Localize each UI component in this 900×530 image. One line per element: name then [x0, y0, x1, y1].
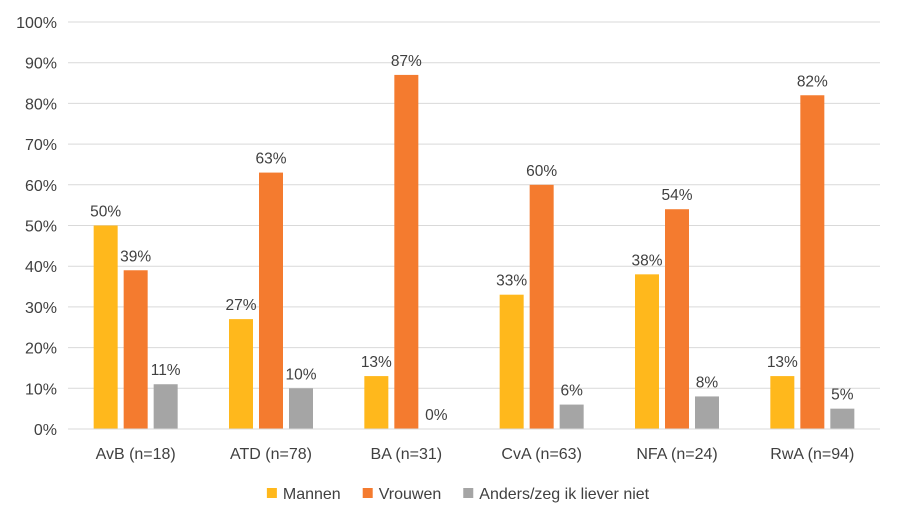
data-label: 0%	[425, 407, 448, 424]
legend-label: Vrouwen	[379, 486, 442, 503]
data-label: 54%	[661, 187, 692, 204]
legend-label: Mannen	[283, 486, 341, 503]
x-tick-label: ATD (n=78)	[230, 446, 312, 463]
bars	[93, 74, 855, 429]
y-tick-label: 10%	[25, 381, 57, 398]
x-tick-label: AvB (n=18)	[96, 446, 176, 463]
data-label: 13%	[767, 354, 798, 371]
legend-item-anders-zeg-ik-liever-niet: Anders/zeg ik liever niet	[463, 486, 650, 503]
y-tick-label: 70%	[25, 137, 57, 154]
data-label: 60%	[526, 163, 557, 180]
bar-anders-zeg-ik-liever-niet	[289, 388, 313, 429]
data-label: 8%	[696, 374, 719, 391]
x-tick-label: CvA (n=63)	[501, 446, 581, 463]
data-label: 6%	[560, 383, 583, 400]
y-tick-label: 20%	[25, 341, 57, 358]
legend-swatch	[266, 488, 277, 498]
bar-anders-zeg-ik-liever-niet	[695, 396, 719, 429]
legend-swatch	[362, 488, 373, 498]
legend-item-mannen: Mannen	[266, 486, 341, 503]
bar-vrouwen	[529, 184, 554, 429]
data-label: 11%	[151, 362, 181, 379]
legend-swatch	[463, 488, 474, 498]
bar-anders-zeg-ik-liever-niet	[153, 384, 178, 429]
data-label: 13%	[361, 354, 392, 371]
y-tick-label: 100%	[16, 15, 57, 32]
bar-mannen	[229, 319, 253, 429]
gridlines	[68, 21, 880, 389]
data-label: 82%	[797, 73, 828, 90]
bar-vrouwen	[123, 270, 148, 429]
bar-mannen	[635, 274, 659, 429]
bar-vrouwen	[394, 74, 419, 429]
y-tick-label: 50%	[25, 219, 57, 236]
data-label: 27%	[225, 297, 256, 314]
y-tick-label: 40%	[25, 259, 57, 276]
bar-mannen	[93, 225, 118, 429]
data-labels: 50% 39% 11% 27% 63% 10% 13% 87% 0% 33% 60% 6% 38% 54%…	[90, 53, 854, 424]
y-tick-label: 30%	[25, 300, 57, 317]
bar-anders-zeg-ik-liever-niet	[559, 404, 584, 429]
data-label: 38%	[631, 252, 662, 269]
y-tick-label: 80%	[25, 96, 57, 113]
data-label: 5%	[831, 387, 854, 404]
y-axis-tick-labels: 0% 10% 20% 30% 40% 50% 60% 70% 80% 90% 100%	[16, 15, 57, 439]
x-tick-label: BA (n=31)	[371, 446, 443, 463]
y-tick-label: 90%	[25, 56, 57, 73]
y-tick-label: 60%	[25, 178, 57, 195]
bar-mannen	[499, 294, 524, 429]
bar-vrouwen	[665, 209, 689, 429]
bar-vrouwen	[259, 172, 283, 429]
data-label: 87%	[391, 53, 422, 70]
data-label: 33%	[496, 273, 527, 290]
x-tick-label: RwA (n=94)	[770, 446, 854, 463]
legend: Mannen Vrouwen Anders/zeg ik liever niet	[266, 486, 650, 503]
data-label: 39%	[120, 248, 151, 265]
data-label: 63%	[255, 151, 286, 168]
y-tick-label: 0%	[34, 422, 57, 439]
data-label: 50%	[90, 204, 121, 221]
data-label: 10%	[285, 366, 316, 383]
bar-anders-zeg-ik-liever-niet	[830, 408, 855, 429]
bar-mannen	[770, 376, 795, 429]
bar-mannen	[364, 376, 389, 429]
legend-item-vrouwen: Vrouwen	[362, 486, 442, 503]
x-tick-label: NFA (n=24)	[636, 446, 717, 463]
bar-vrouwen	[800, 95, 825, 429]
legend-label: Anders/zeg ik liever niet	[479, 486, 649, 503]
x-axis-category-labels: AvB (n=18) ATD (n=78) BA (n=31) CvA (n=63) N…	[96, 446, 855, 463]
